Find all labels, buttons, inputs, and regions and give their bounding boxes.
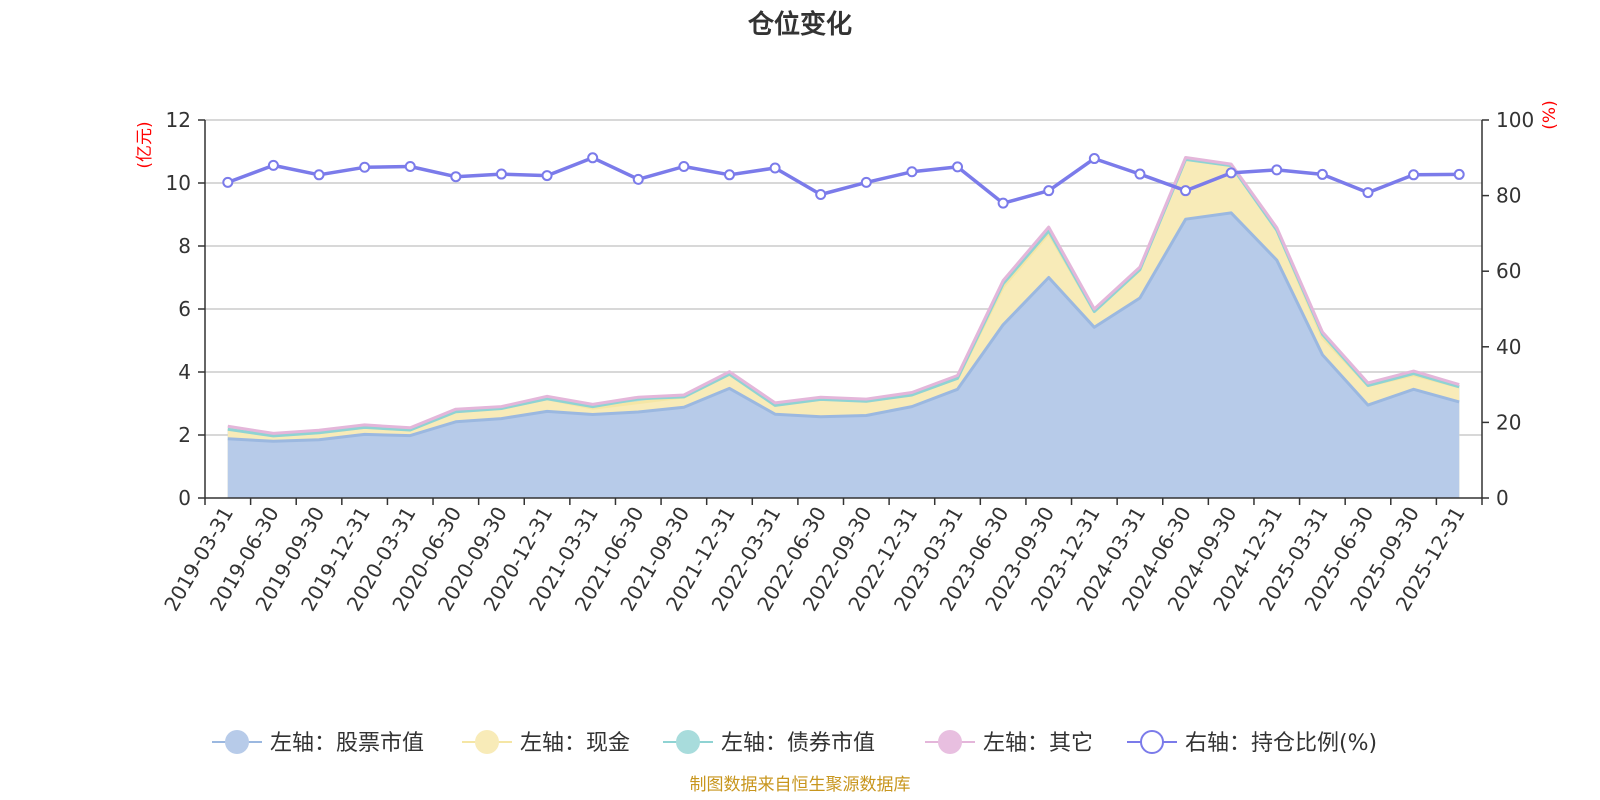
left-tick-label: 10 (166, 171, 191, 195)
ratio-point (450, 171, 462, 183)
legend-label: 右轴：持仓比例(%) (1185, 731, 1377, 756)
ratio-point (1134, 168, 1146, 180)
left-tick-label: 8 (178, 234, 191, 258)
ratio-point (723, 169, 735, 181)
legend-marker (676, 730, 700, 754)
legend-item[interactable]: 左轴：债券市值 (663, 730, 875, 756)
source-note: 制图数据来自恒生聚源数据库 (690, 775, 911, 795)
ratio-point (587, 152, 599, 164)
ratio-point (359, 161, 371, 173)
ratio-point (997, 197, 1009, 209)
ratio-point (495, 168, 507, 180)
ratio-point (769, 162, 781, 174)
ratio-point (952, 161, 964, 173)
ratio-point (678, 160, 690, 172)
ratio-point (1408, 169, 1420, 181)
series-lines (222, 152, 1465, 209)
ratio-point (632, 173, 644, 185)
ratio-point (222, 176, 234, 188)
left-tick-label: 4 (178, 360, 191, 384)
legend-item[interactable]: 左轴：股票市值 (212, 730, 424, 756)
legend-marker (938, 730, 962, 754)
right-tick-label: 0 (1496, 486, 1509, 510)
area-outline (227, 156, 1460, 435)
right-tick-label: 60 (1496, 259, 1521, 283)
ratio-point (1180, 185, 1192, 197)
area-左轴：股票市值 (227, 212, 1460, 498)
ratio-point (267, 159, 279, 171)
ratio-point (313, 169, 325, 181)
left-axis-unit: (亿元) (135, 121, 155, 168)
legend-label: 左轴：股票市值 (270, 731, 424, 756)
ratio-point (906, 166, 918, 178)
legend-marker (225, 730, 249, 754)
legend-marker (1140, 730, 1164, 754)
legend-item[interactable]: 左轴：现金 (462, 730, 630, 756)
right-tick-label: 80 (1496, 184, 1521, 208)
ratio-point (1453, 168, 1465, 180)
ratio-point (1043, 185, 1055, 197)
chart-title: 仓位变化 (747, 9, 852, 40)
ratio-point (541, 170, 553, 182)
ratio-point (404, 160, 416, 172)
ratio-point (1271, 164, 1283, 176)
ratio-point (815, 188, 827, 200)
ratio-point (1225, 167, 1237, 179)
left-tick-label: 2 (178, 423, 191, 447)
ratio-point (1088, 153, 1100, 165)
ratio-line (227, 156, 1460, 205)
ratio-point (1316, 168, 1328, 180)
right-tick-label: 100 (1496, 108, 1534, 132)
left-tick-label: 0 (178, 486, 191, 510)
ratio-point (860, 176, 872, 188)
legend-item[interactable]: 右轴：持仓比例(%) (1127, 730, 1377, 756)
legend-marker (475, 730, 499, 754)
legend-item[interactable]: 左轴：其它 (925, 730, 1093, 756)
left-tick-label: 12 (166, 108, 191, 132)
legend-label: 左轴：债券市值 (721, 731, 875, 756)
left-tick-label: 6 (178, 297, 191, 321)
right-tick-label: 20 (1496, 410, 1521, 434)
legend-label: 左轴：其它 (983, 731, 1093, 756)
chart-legend: 左轴：股票市值 左轴：现金 左轴：债券市值 左轴：其它 右轴：持仓比例(%) (212, 730, 1377, 756)
ratio-point (1362, 187, 1374, 199)
legend-label: 左轴：现金 (520, 731, 630, 756)
stacked-areas (227, 156, 1460, 498)
area-outline (227, 211, 1460, 443)
right-tick-label: 40 (1496, 335, 1521, 359)
right-axis-unit: (%) (1540, 100, 1560, 129)
